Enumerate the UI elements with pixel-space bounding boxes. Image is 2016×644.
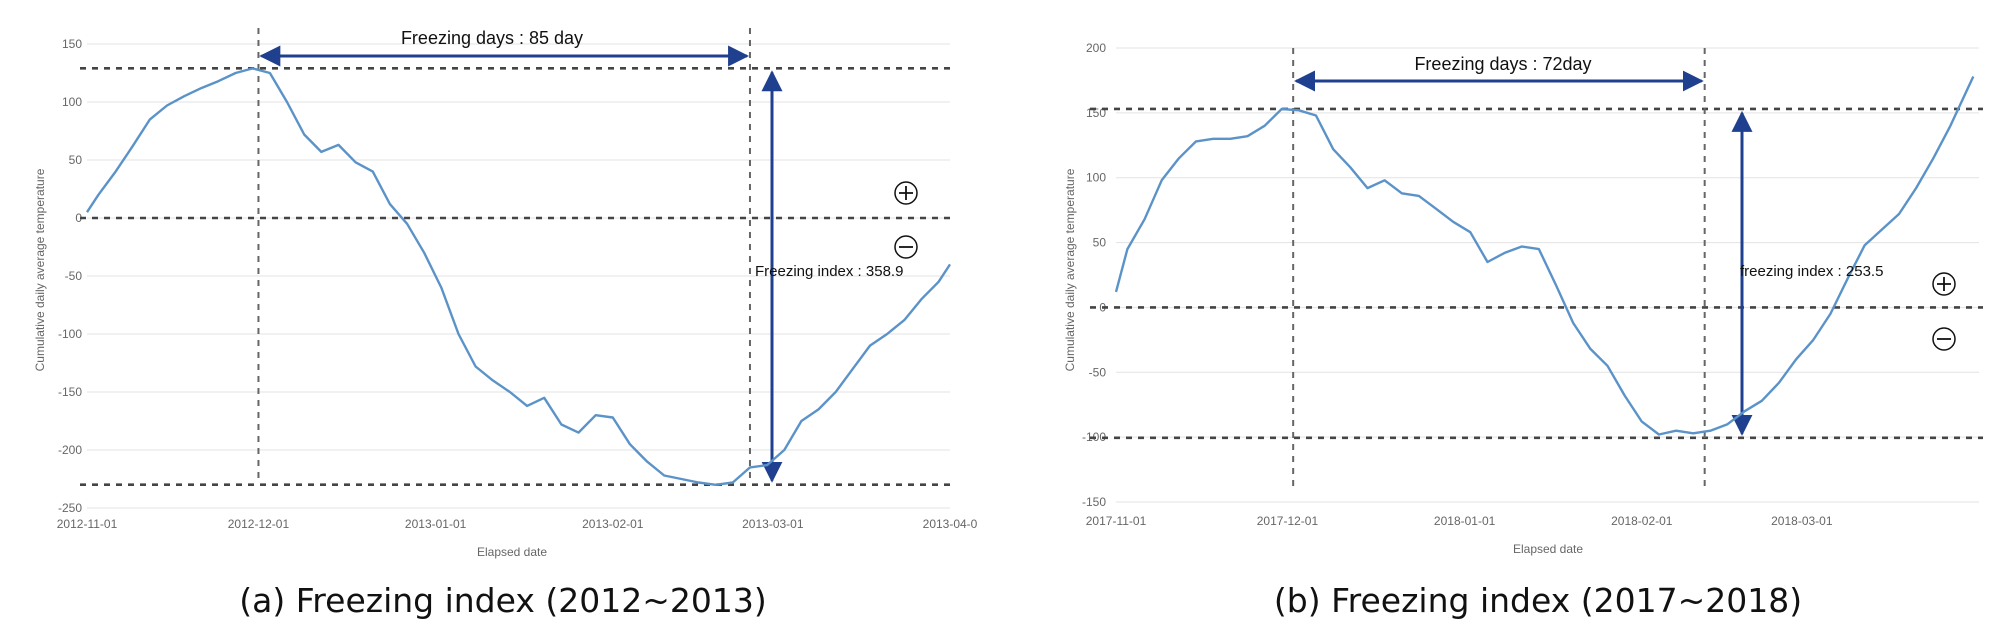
x-axis-label-b: Elapsed date (1513, 542, 1583, 556)
x-tick-label: 2018-01-01 (1434, 514, 1496, 528)
y-tick-label: 100 (62, 95, 82, 109)
y-axis-a: 150 100 50 0 -50 -100 -150 -200 -250 (58, 37, 82, 515)
x-tick-label: 2013-03-01 (742, 517, 804, 531)
freezing-days-label-b: Freezing days : 72day (1414, 54, 1591, 74)
y-axis-label-b: Cumulative daily average temperature (1063, 168, 1077, 371)
series-line-a (85, 67, 952, 486)
freezing-days-label-a: Freezing days : 85 day (401, 28, 583, 48)
y-tick-label: -50 (65, 269, 83, 283)
annotation-lines-a (80, 28, 952, 486)
y-tick-label: -100 (58, 327, 82, 341)
x-axis-a: 2012-11-01 2012-12-01 2013-01-01 2013-02-01… (57, 517, 978, 531)
x-tick-label: 2017-12-01 (1257, 514, 1319, 528)
series-line-b (1114, 75, 1975, 436)
y-tick-label: 150 (62, 37, 82, 51)
chart-b: 200150100500-50-100-150 2017-11-012017-1… (1063, 41, 1983, 620)
y-tick-label: 100 (1086, 171, 1106, 185)
y-tick-label: -200 (58, 443, 82, 457)
y-tick-label: -250 (58, 501, 82, 515)
caption-b: (b) Freezing index (2017~2018) (1274, 581, 1802, 620)
y-tick-label: -50 (1089, 365, 1107, 379)
x-tick-label: 2013-01-01 (405, 517, 467, 531)
freezing-index-label-b: freezing index : 253.5 (1740, 263, 1883, 280)
x-axis-b: 2017-11-01 2017-12-01 2018-01-01 2018-02-01… (1086, 514, 1833, 528)
caption-a: (a) Freezing index (2012~2013) (239, 581, 766, 620)
x-tick-label: 2013-04-0 (923, 517, 978, 531)
x-axis-label-a: Elapsed date (477, 545, 547, 559)
minus-sign-b (1932, 327, 1956, 351)
y-tick-label: 50 (69, 153, 83, 167)
x-tick-label: 2018-03-01 (1771, 514, 1833, 528)
plus-sign-b (1932, 272, 1956, 296)
freezing-index-label-a: Freezing index : 358.9 (755, 263, 903, 280)
y-tick-label: 0 (75, 211, 82, 225)
y-tick-label: -150 (58, 385, 82, 399)
x-tick-label: 2012-12-01 (228, 517, 290, 531)
gridlines-a (87, 43, 950, 509)
plus-sign-a (894, 181, 918, 205)
y-tick-label: -150 (1082, 495, 1106, 509)
x-tick-label: 2012-11-01 (57, 517, 118, 531)
x-tick-label: 2013-02-01 (582, 517, 644, 531)
x-tick-label: 2017-11-01 (1086, 514, 1147, 528)
minus-sign-a (894, 235, 918, 259)
y-tick-label: 200 (1086, 41, 1106, 55)
y-axis-label-a: Cumulative daily average temperature (33, 168, 47, 371)
x-tick-label: 2018-02-01 (1611, 514, 1673, 528)
y-tick-label: 50 (1093, 236, 1107, 250)
